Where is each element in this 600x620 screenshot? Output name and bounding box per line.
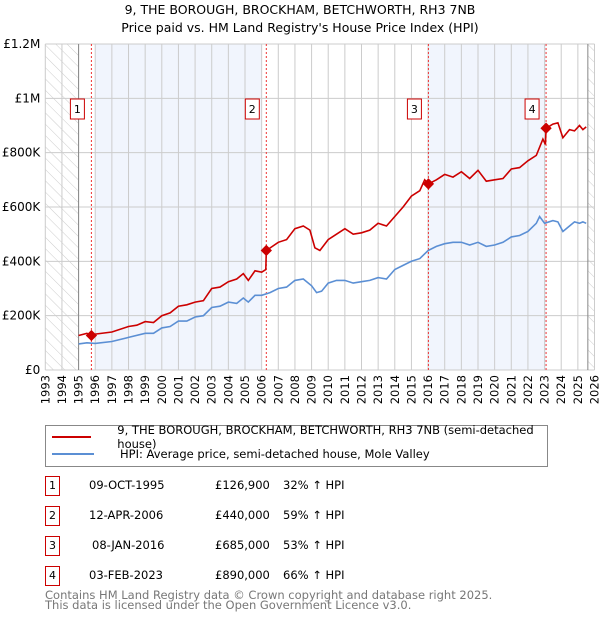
x-tick-label: 1999 — [138, 375, 152, 404]
y-tick-label: £1M — [15, 91, 41, 105]
sale-price: £685,000 — [215, 538, 270, 552]
x-tick-label: 2023 — [538, 375, 552, 404]
x-tick-label: 2000 — [155, 375, 169, 404]
y-tick-label: £0 — [25, 363, 40, 377]
sale-date: 09-OCT-1995 — [89, 478, 165, 492]
sale-date: 03-FEB-2023 — [89, 568, 163, 582]
x-tick-label: 2010 — [321, 375, 335, 404]
x-tick-label: 2007 — [271, 375, 285, 404]
x-tick-label: 2017 — [438, 375, 452, 404]
x-tick-label: 2016 — [421, 375, 435, 404]
y-tick-label: £600K — [2, 200, 42, 214]
x-tick-label: 2002 — [188, 375, 202, 404]
sale-point — [422, 178, 435, 190]
x-tick-label: 1993 — [38, 375, 52, 404]
sale-hpi-change: 32% ↑ HPI — [283, 478, 345, 492]
x-tick-label: 2025 — [571, 375, 585, 404]
x-tick-label: 2018 — [454, 375, 468, 404]
y-tick-label: £800K — [2, 146, 42, 160]
x-tick-label: 2020 — [488, 375, 502, 404]
x-tick-label: 2005 — [238, 375, 252, 404]
x-tick-label: 2001 — [171, 375, 185, 404]
sale-date: 12-APR-2006 — [89, 508, 164, 522]
sale-label-box — [69, 98, 85, 120]
sale-label: 3 — [411, 103, 418, 116]
x-tick-label: 1998 — [122, 375, 136, 404]
sale-label-box — [524, 98, 540, 120]
chart-title: 9, THE BOROUGH, BROCKHAM, BETCHWORTH, RH… — [125, 2, 476, 17]
legend-label: HPI: Average price, semi-detached house,… — [120, 447, 430, 461]
sale-label-box — [244, 98, 260, 120]
x-tick-label: 2022 — [521, 375, 535, 404]
sale-row: 2 12-APR-2006 £440,000 59% ↑ HPI — [45, 506, 545, 526]
sale-date: 08-JAN-2016 — [92, 538, 165, 552]
x-tick-label: 2024 — [554, 375, 568, 404]
y-tick-label: £200K — [2, 309, 42, 323]
sale-hpi-change: 59% ↑ HPI — [283, 508, 345, 522]
blue-line-swatch — [52, 453, 94, 455]
x-tick-label: 1997 — [105, 375, 119, 404]
x-tick-label: 2004 — [221, 375, 235, 404]
legend-label: 9, THE BOROUGH, BROCKHAM, BETCHWORTH, RH… — [117, 423, 534, 451]
sale-label: 1 — [74, 103, 81, 116]
hpi-line — [78, 214, 587, 345]
x-tick-label: 2013 — [371, 375, 385, 404]
x-tick-label: 2014 — [388, 375, 402, 404]
x-tick-label: 2021 — [504, 375, 518, 404]
chart-subtitle: Price paid vs. HM Land Registry's House … — [121, 20, 478, 35]
sale-point — [260, 244, 272, 257]
sale-number-badge: 3 — [45, 536, 60, 556]
sale-hpi-change: 53% ↑ HPI — [283, 538, 345, 552]
sale-label: 2 — [249, 103, 256, 116]
sale-label: 4 — [529, 103, 536, 116]
x-tick-label: 1994 — [55, 375, 69, 404]
sale-hpi-change: 66% ↑ HPI — [283, 568, 345, 582]
sale-label-box — [406, 98, 422, 120]
legend-item-hpi: HPI: Average price, semi-detached house,… — [46, 446, 430, 462]
y-tick-label: £400K — [2, 254, 42, 268]
sale-number-badge: 2 — [45, 506, 60, 526]
sale-number-badge: 4 — [45, 566, 60, 586]
price-chart: 9, THE BOROUGH, BROCKHAM, BETCHWORTH, RH… — [2, 2, 600, 404]
sale-price: £890,000 — [215, 568, 270, 582]
legend-item-price-paid: 9, THE BOROUGH, BROCKHAM, BETCHWORTH, RH… — [46, 423, 547, 451]
x-tick-label: 2026 — [588, 375, 600, 404]
x-tick-label: 2011 — [338, 375, 352, 404]
sale-row: 3 08-JAN-2016 £685,000 53% ↑ HPI — [45, 536, 545, 556]
sale-row: 1 09-OCT-1995 £126,900 32% ↑ HPI — [45, 476, 545, 496]
x-tick-label: 2015 — [404, 375, 418, 404]
x-tick-label: 2003 — [205, 375, 219, 404]
sale-price: £440,000 — [215, 508, 270, 522]
y-tick-label: £1.2M — [3, 37, 40, 51]
x-tick-label: 1996 — [88, 375, 102, 404]
red-line-swatch — [52, 436, 92, 438]
x-tick-label: 2006 — [255, 375, 269, 404]
x-tick-label: 1995 — [72, 375, 86, 404]
footer: Contains HM Land Registry data © Crown c… — [45, 588, 493, 612]
sale-price: £126,900 — [215, 478, 270, 492]
price-paid-line — [78, 121, 587, 337]
footer-licence: This data is licensed under the Open Gov… — [45, 598, 412, 612]
x-tick-label: 2019 — [471, 375, 485, 404]
x-tick-label: 2012 — [355, 375, 369, 404]
x-tick-label: 2008 — [288, 375, 302, 404]
legend: 9, THE BOROUGH, BROCKHAM, BETCHWORTH, RH… — [45, 423, 548, 467]
sale-number-badge: 1 — [45, 476, 60, 496]
sale-row: 4 03-FEB-2023 £890,000 66% ↑ HPI — [45, 566, 545, 586]
x-tick-label: 2009 — [305, 375, 319, 404]
footer-copyright: Contains HM Land Registry data © Crown c… — [45, 588, 493, 602]
